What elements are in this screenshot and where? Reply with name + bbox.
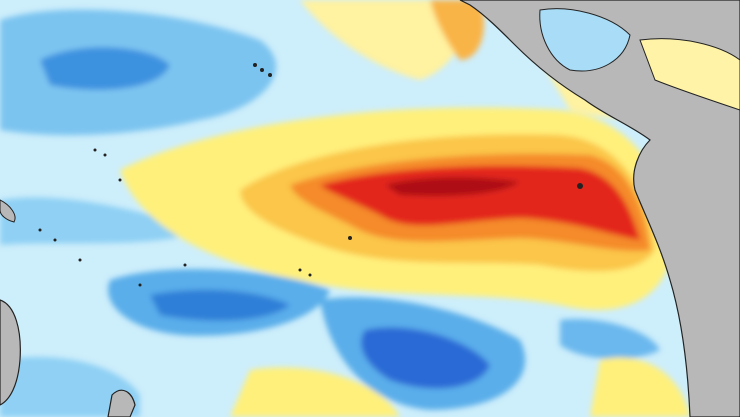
cool-region (0, 197, 200, 245)
island (93, 148, 97, 152)
island (308, 273, 312, 277)
cool-region (361, 327, 490, 389)
island (138, 283, 142, 287)
island-dots (38, 63, 583, 287)
island (298, 268, 302, 272)
island (118, 178, 122, 182)
island (183, 263, 187, 267)
landmass-australia (0, 299, 21, 406)
island (103, 153, 107, 157)
cool-region (40, 47, 170, 90)
island (38, 228, 42, 232)
landmass-island (0, 199, 16, 223)
landmass-americas (459, 0, 740, 417)
warm-region (385, 177, 520, 197)
island (253, 63, 257, 67)
warm-region (300, 0, 470, 80)
island (577, 183, 583, 189)
island (260, 68, 264, 72)
cool-region (150, 289, 290, 321)
warm-region (430, 0, 484, 60)
landmass-new-zealand (107, 389, 136, 417)
gulf-water (539, 8, 631, 72)
warm-region (230, 367, 400, 417)
cool-region (0, 356, 140, 417)
island (53, 238, 57, 242)
warm-region (590, 357, 690, 417)
caribbean-water (639, 38, 740, 111)
island (268, 73, 272, 77)
island (348, 236, 352, 240)
island (78, 258, 82, 262)
anomaly-fields (0, 0, 700, 417)
cool-region (560, 319, 660, 360)
